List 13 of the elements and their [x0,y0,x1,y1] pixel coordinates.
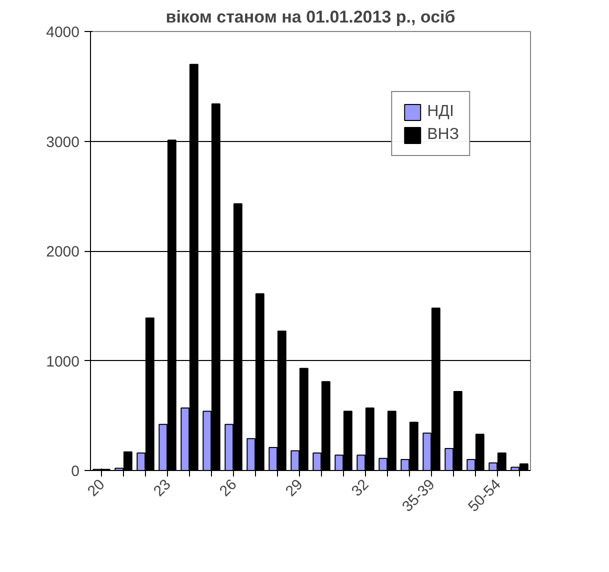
y-tick-label: 4000 [46,24,80,41]
y-tick-label: 3000 [46,134,80,151]
y-tick-label: 2000 [46,244,80,260]
x-tick-label: 26 [216,476,240,500]
chart-title: віком станом на 01.01.2013 р., осіб [166,8,456,26]
y-tick-label: 0 [71,463,80,480]
x-tick-label: 23 [150,476,174,500]
x-tick-label: 29 [282,476,306,500]
x-tick-label: 32 [348,476,372,500]
y-tick-label: 1000 [46,353,80,370]
legend-label: ВНЗ [427,126,459,144]
x-tick-label: 20 [84,476,108,500]
legend-label: НДІ [427,103,454,121]
